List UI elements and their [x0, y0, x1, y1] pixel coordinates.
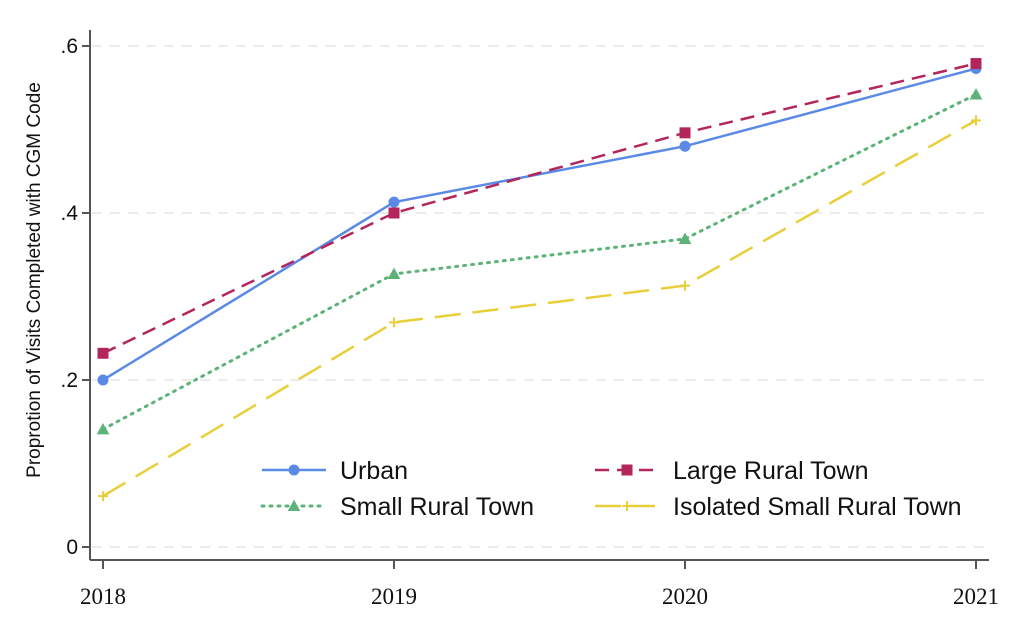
x-tick-label: 2021 [953, 584, 999, 609]
x-ticks: 2018 2019 2020 2021 [80, 560, 999, 609]
data-point-marker [971, 115, 981, 126]
data-point-marker [680, 280, 690, 291]
y-tick-label: .6 [60, 35, 78, 58]
series-line [102, 62, 977, 355]
data-point-marker [98, 491, 108, 502]
data-point-marker [969, 88, 983, 100]
legend-marker [621, 464, 633, 476]
series-urban [97, 63, 982, 386]
series-line [102, 67, 977, 382]
series-large-rural-town [97, 58, 982, 359]
data-point-marker [388, 207, 400, 219]
data-point-marker [96, 422, 110, 435]
x-tick-label: 2018 [80, 584, 126, 609]
y-tick-label: .2 [60, 369, 78, 392]
legend-marker [288, 464, 300, 476]
legend: Urban Large Rural Town Small Rural Town Iso… [260, 457, 962, 521]
data-point-marker [679, 127, 691, 139]
series-isolated-small-rural-town [98, 115, 981, 502]
legend-label: Small Rural Town [340, 493, 534, 521]
y-tick-label: 0 [66, 536, 78, 559]
legend-item: Small Rural Town [260, 493, 534, 521]
data-point-marker [97, 374, 109, 386]
legend-label: Large Rural Town [673, 457, 868, 485]
legend-label: Urban [340, 457, 408, 485]
data-point-marker [389, 317, 399, 328]
y-ticks: 0 .2 .4 .6 [60, 35, 90, 559]
legend-label: Isolated Small Rural Town [673, 493, 962, 521]
series-line [101, 92, 978, 431]
legend-item: Urban [262, 457, 408, 485]
series-line [102, 119, 977, 498]
x-tick-label: 2019 [371, 584, 417, 609]
y-axis-label: Proprotion of Visits Completed with CGM … [24, 82, 45, 478]
data-point-marker [388, 196, 400, 208]
data-point-marker [679, 140, 691, 152]
axes [89, 30, 989, 561]
legend-marker [622, 501, 632, 511]
data-point-marker [678, 232, 692, 244]
legend-marker [287, 499, 301, 512]
legend-item: Large Rural Town [595, 457, 868, 485]
data-point-marker [387, 267, 401, 280]
y-tick-label: .4 [60, 202, 78, 225]
legend-item: Isolated Small Rural Town [595, 493, 962, 521]
series-small-rural-town [96, 88, 983, 435]
series-group [96, 58, 983, 502]
gridlines [92, 45, 989, 548]
data-point-marker [97, 347, 109, 359]
x-tick-label: 2020 [662, 584, 708, 609]
data-point-marker [970, 58, 982, 70]
